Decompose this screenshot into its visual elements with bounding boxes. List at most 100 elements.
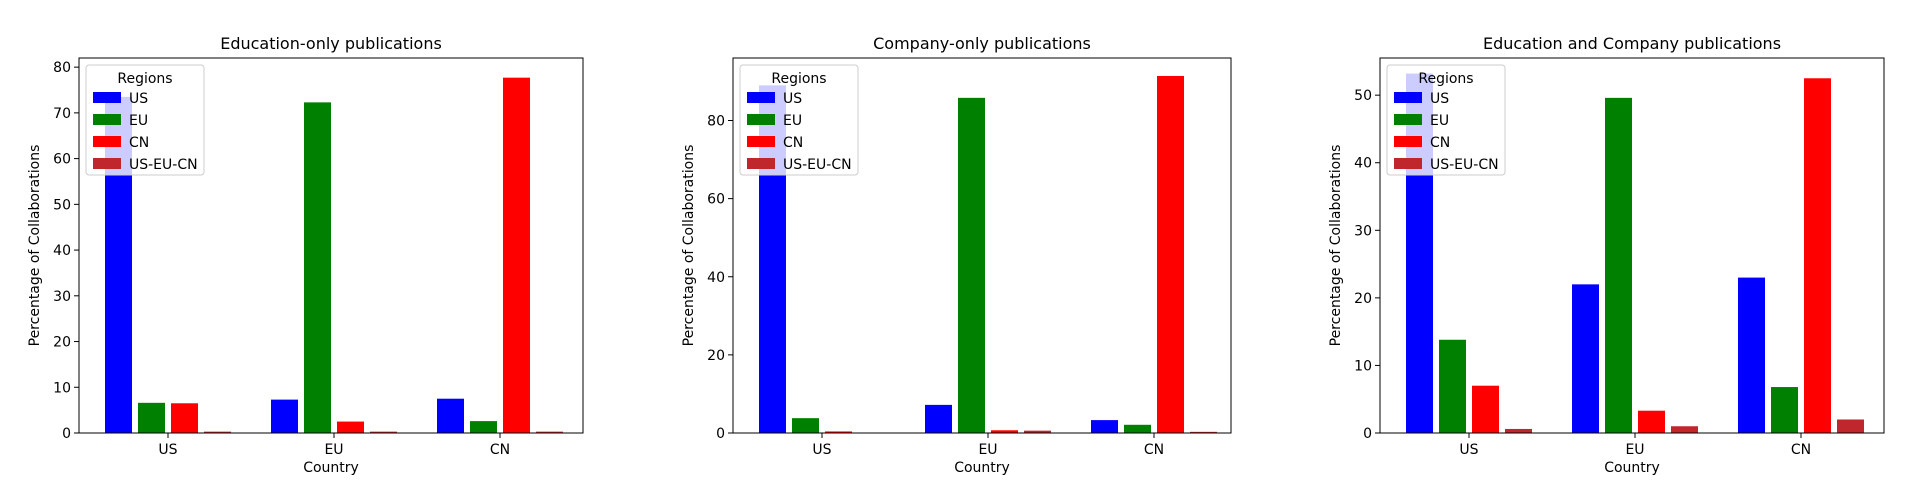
x-tick-label: CN — [1791, 442, 1811, 458]
y-tick-label: 60 — [707, 192, 725, 208]
bar — [271, 399, 298, 433]
y-tick-label: 30 — [53, 289, 71, 305]
x-axis-label: Country — [1604, 460, 1660, 476]
legend: Regions US EU CN US-EU-CN — [1386, 64, 1506, 176]
y-tick-label: 60 — [53, 152, 71, 168]
legend-swatch — [1394, 136, 1422, 147]
y-tick-label: 0 — [62, 426, 71, 442]
legend-swatch — [747, 158, 775, 169]
y-tick-label: 20 — [53, 335, 71, 351]
y-axis-label: Percentage of Collaborations — [681, 145, 697, 347]
legend: Regions US EU CN US-EU-CN — [739, 64, 859, 176]
bar — [1638, 410, 1665, 433]
y-tick-label: 20 — [1354, 291, 1372, 307]
legend-entry: US — [783, 91, 802, 107]
bar — [1671, 426, 1698, 433]
y-axis-label: Percentage of Collaborations — [27, 145, 43, 347]
legend-swatch — [1394, 92, 1422, 103]
bar — [503, 77, 530, 433]
plot-frame — [732, 57, 1232, 434]
y-tick-label: 40 — [707, 270, 725, 286]
legend-swatch — [1394, 158, 1422, 169]
x-tick-label: CN — [1144, 442, 1164, 458]
bar — [1124, 424, 1151, 433]
x-tick-label: CN — [490, 442, 510, 458]
bar — [1738, 277, 1765, 433]
bar — [1771, 387, 1798, 433]
bar — [1472, 385, 1499, 433]
chart-panel: Education and Company publications 0 10 20 3… — [1328, 34, 1885, 476]
legend-swatch — [747, 92, 775, 103]
legend-entry: US-EU-CN — [129, 157, 198, 173]
legend-swatch — [747, 136, 775, 147]
x-tick-label: EU — [1625, 442, 1644, 458]
chart-panel: Education-only publications 0 10 20 30 40 50 60… — [27, 34, 584, 476]
legend-swatch — [93, 158, 121, 169]
bar — [1505, 428, 1532, 433]
bar — [304, 102, 331, 434]
bar — [825, 431, 852, 433]
legend-entry: EU — [783, 113, 802, 129]
bar — [1157, 75, 1184, 433]
legend-swatch — [1394, 114, 1422, 125]
y-tick-label: 30 — [1354, 223, 1372, 239]
bar — [138, 402, 165, 433]
bar — [470, 421, 497, 433]
bar — [1572, 284, 1599, 433]
bar — [204, 431, 231, 433]
bar — [1837, 419, 1864, 433]
legend-entry: US-EU-CN — [783, 157, 852, 173]
legend-title: Regions — [117, 71, 172, 87]
legend-title: Regions — [771, 71, 826, 87]
bar — [337, 421, 364, 433]
bar — [437, 398, 464, 433]
legend-entry: CN — [783, 135, 803, 151]
y-tick-label: 10 — [53, 380, 71, 396]
x-axis-label: Country — [954, 460, 1010, 476]
x-tick-label: US — [158, 442, 177, 458]
legend-title: Regions — [1418, 71, 1473, 87]
chart-title: Education-only publications — [220, 34, 442, 53]
y-tick-label: 40 — [1354, 156, 1372, 172]
plot-frame — [1379, 57, 1885, 434]
legend-entry: CN — [129, 135, 149, 151]
x-axis-label: Country — [303, 460, 359, 476]
legend-entry: US-EU-CN — [1430, 157, 1499, 173]
y-tick-label: 20 — [707, 348, 725, 364]
legend-entry: EU — [1430, 113, 1449, 129]
bar — [536, 431, 563, 433]
y-tick-label: 50 — [1354, 88, 1372, 104]
y-tick-label: 70 — [53, 106, 71, 122]
legend-entry: US — [1430, 91, 1449, 107]
bar — [991, 430, 1018, 433]
y-tick-label: 80 — [53, 60, 71, 76]
x-tick-label: US — [812, 442, 831, 458]
plot-frame — [78, 57, 584, 434]
bar — [171, 403, 198, 433]
y-axis-label: Percentage of Collaborations — [1328, 145, 1344, 347]
bar — [1804, 78, 1831, 434]
legend-swatch — [93, 136, 121, 147]
y-tick-label: 0 — [1363, 426, 1372, 442]
x-tick-label: US — [1459, 442, 1478, 458]
x-tick-label: EU — [978, 442, 997, 458]
y-tick-label: 0 — [716, 426, 725, 442]
bar — [370, 431, 397, 433]
legend-swatch — [747, 114, 775, 125]
bar — [1605, 97, 1632, 433]
bar — [1091, 420, 1118, 433]
y-tick-label: 10 — [1354, 358, 1372, 374]
chart-title: Education and Company publications — [1483, 34, 1781, 53]
chart-panel: Company-only publications 0 20 40 60 80 US EU CN… — [681, 34, 1232, 476]
bar — [958, 97, 985, 433]
y-tick-label: 40 — [53, 243, 71, 259]
legend-swatch — [93, 92, 121, 103]
legend-entry: US — [129, 91, 148, 107]
x-tick-label: EU — [324, 442, 343, 458]
bar — [792, 418, 819, 433]
bar — [1024, 430, 1051, 433]
chart-title: Company-only publications — [873, 34, 1091, 53]
legend-entry: EU — [129, 113, 148, 129]
legend-entry: CN — [1430, 135, 1450, 151]
